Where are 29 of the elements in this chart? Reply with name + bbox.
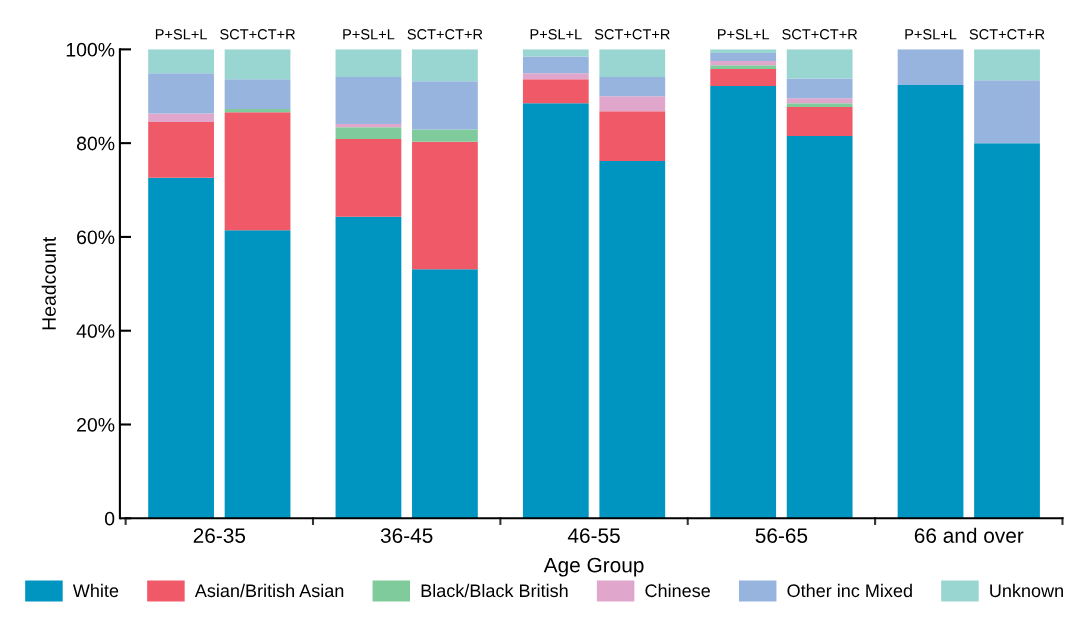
legend-label: Other inc Mixed xyxy=(787,583,912,598)
legend-label: Black/Black British xyxy=(421,583,568,598)
x-tick-label: SCT+CT+R xyxy=(220,29,295,40)
text: 36-45 xyxy=(380,528,433,543)
x-axis-title: Age Group xyxy=(543,557,644,577)
x-tick-label: SCT+CT+R xyxy=(407,29,483,40)
x-tick-label: P+SL+L xyxy=(905,29,957,40)
legend-label: Unknown xyxy=(990,583,1063,598)
legend-label: Chinese xyxy=(645,583,710,598)
text: 46-55 xyxy=(567,528,620,543)
text: 56-65 xyxy=(755,528,808,543)
y-tick-label: 60% xyxy=(77,230,115,245)
x-tick-label: P+SL+L xyxy=(343,29,395,40)
y-tick-label: 80% xyxy=(76,136,115,151)
text: 66 and over xyxy=(914,527,1024,543)
legend-label: White xyxy=(72,583,119,598)
y-tick-label: 40% xyxy=(76,324,115,338)
y-tick-label: 20% xyxy=(77,417,115,432)
x-tick-label: SCT+CT+R xyxy=(594,29,670,40)
x-tick-label: P+SL+L xyxy=(718,29,770,40)
text: 26-35 xyxy=(193,528,246,543)
x-tick-label: SCT+CT+R xyxy=(782,29,858,40)
y-axis-title: Headcount xyxy=(41,236,56,330)
y-tick-label: 100% xyxy=(66,42,115,57)
x-tick-label: P+SL+L xyxy=(155,29,207,40)
y-tick-label: 0 xyxy=(104,511,115,526)
legend-label: Asian/British Asian xyxy=(194,583,344,598)
x-tick-label: SCT+CT+R xyxy=(969,29,1045,40)
x-tick-label: P+SL+L xyxy=(530,29,582,40)
